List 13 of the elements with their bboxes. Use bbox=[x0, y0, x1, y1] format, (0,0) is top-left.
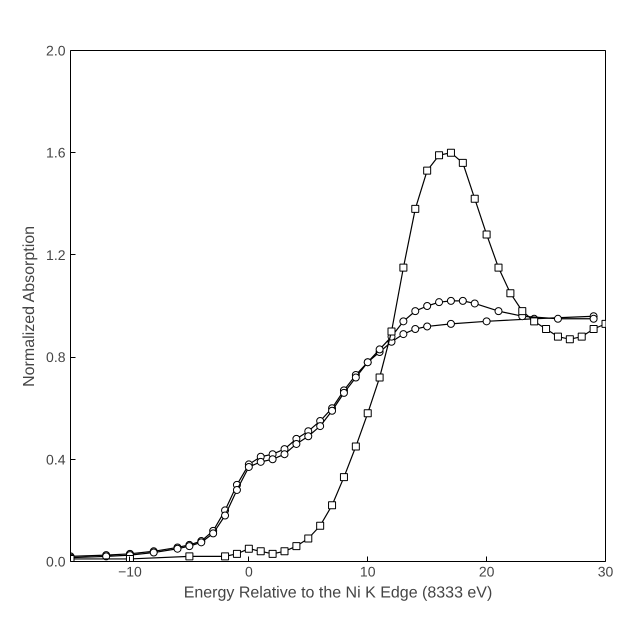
y-tick-label: 1.6 bbox=[46, 144, 66, 161]
x-tick-label: 20 bbox=[478, 564, 495, 580]
y-axis-title: Normalized Absorption bbox=[21, 226, 38, 387]
y-tick-label: 0.0 bbox=[46, 554, 66, 570]
x-tick-label: −10 bbox=[118, 564, 142, 580]
y-tick-label: 1.2 bbox=[46, 246, 66, 263]
x-tick-label: 10 bbox=[360, 564, 376, 580]
y-tick-label: 0.4 bbox=[46, 451, 66, 468]
y-tick-label: 0.8 bbox=[46, 349, 66, 366]
x-axis-title: Energy Relative to the Ni K Edge (8333 eV) bbox=[184, 584, 492, 602]
y-tick-label: 2.0 bbox=[46, 42, 66, 58]
x-tick-label: 30 bbox=[598, 564, 614, 580]
x-tick-label: 0 bbox=[244, 564, 253, 580]
